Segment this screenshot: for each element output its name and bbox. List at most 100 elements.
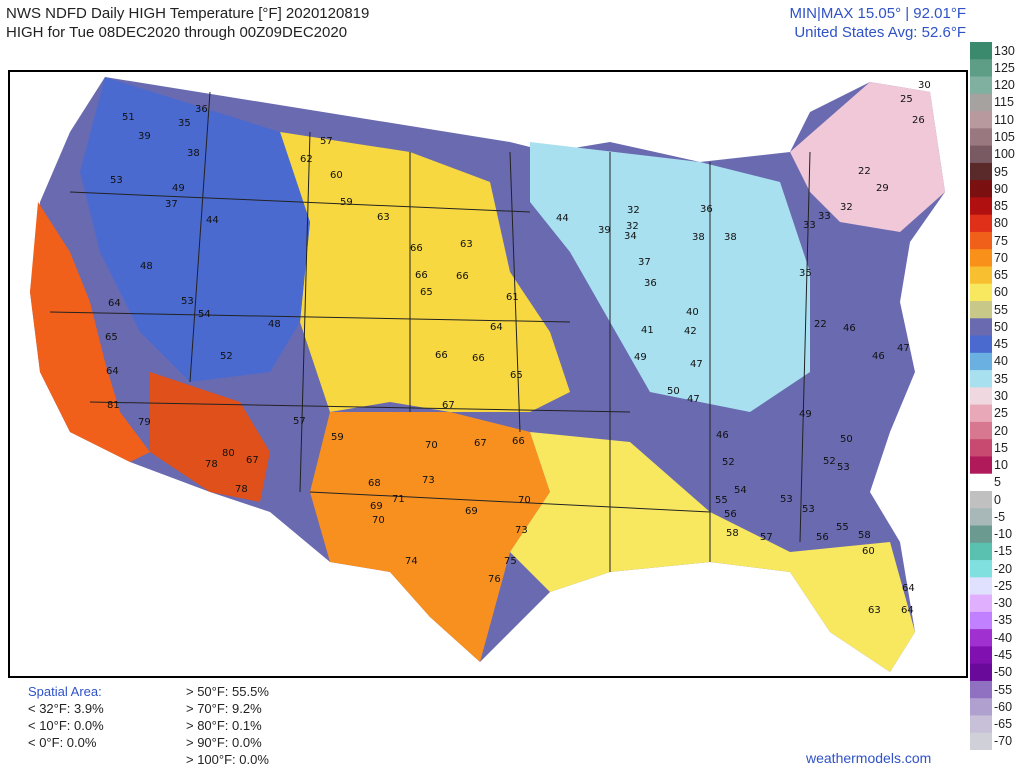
temp-label: 41 <box>641 325 654 336</box>
temp-label: 49 <box>799 409 812 420</box>
temp-label: 63 <box>868 605 881 616</box>
stat-above-70: > 70°F: 9.2% <box>186 701 262 716</box>
temp-label: 64 <box>106 366 119 377</box>
temp-label: 73 <box>422 475 435 486</box>
scale-tick-label: 115 <box>994 95 1014 110</box>
scale-swatch <box>970 439 992 457</box>
great-lakes-cool <box>530 142 810 412</box>
scale-tick-label: 55 <box>994 302 1008 317</box>
temp-label: 64 <box>108 298 121 309</box>
scale-swatch <box>970 128 992 147</box>
scale-swatch <box>970 352 992 371</box>
scale-tick-label: -25 <box>994 578 1013 593</box>
scale-swatch <box>970 629 992 647</box>
south-mild <box>510 432 915 672</box>
scale-tick-label: 15 <box>994 440 1008 455</box>
scale-swatch <box>970 508 992 527</box>
scale-tick-label: -65 <box>994 717 1013 732</box>
northeast-cold <box>790 82 945 232</box>
title-line-2: HIGH for Tue 08DEC2020 through 00Z09DEC2… <box>6 24 348 41</box>
temp-label: 32 <box>626 221 639 232</box>
scale-tick-label: 10 <box>994 458 1008 473</box>
temp-label: 50 <box>667 386 680 397</box>
scale-swatch <box>970 214 992 233</box>
scale-swatch <box>970 646 992 665</box>
temp-label: 46 <box>843 323 856 334</box>
temp-label: 32 <box>627 205 640 216</box>
scale-tick-label: 110 <box>994 112 1014 127</box>
temp-label: 36 <box>644 278 657 289</box>
temp-label: 68 <box>368 478 381 489</box>
temp-label: 53 <box>181 296 194 307</box>
temp-label: 50 <box>840 434 853 445</box>
temp-label: 52 <box>722 457 735 468</box>
temp-label: 69 <box>465 506 478 517</box>
temp-label: 22 <box>858 166 871 177</box>
scale-tick-label: 30 <box>994 389 1008 403</box>
temp-label: 34 <box>624 231 637 242</box>
temp-label: 64 <box>902 583 915 594</box>
scale-tick-label: 45 <box>994 337 1008 352</box>
scale-swatch <box>970 663 992 682</box>
scale-tick-label: 50 <box>994 319 1008 334</box>
scale-tick-label: 125 <box>994 60 1015 75</box>
scale-tick-label: -60 <box>994 699 1013 714</box>
temp-label: 33 <box>803 220 816 231</box>
scale-tick-label: 70 <box>994 250 1008 265</box>
scale-tick-label: 85 <box>994 199 1008 214</box>
scale-tick-label: 105 <box>994 129 1015 144</box>
temp-label: 39 <box>138 131 151 142</box>
scale-tick-label: -70 <box>994 734 1013 749</box>
scale-tick-label: 120 <box>994 78 1015 93</box>
scale-swatch <box>970 249 992 267</box>
scale-tick-label: 90 <box>994 181 1008 196</box>
scale-tick-label: 20 <box>994 423 1008 438</box>
temperature-labels: 36 51 35 39 38 53 49 37 44 48 53 54 48 52 57 62 60 59 63 66… <box>105 80 931 616</box>
temp-label: 39 <box>598 225 611 236</box>
temp-label: 57 <box>293 416 306 427</box>
scale-swatch <box>970 698 992 716</box>
temp-label: 53 <box>837 462 850 473</box>
temp-label: 70 <box>518 495 531 506</box>
color-scale-labels: 130 125 120 115 110 105 100 95 90 85 80 75 70 65 60 55 5… <box>994 42 1024 750</box>
temp-label: 60 <box>330 170 343 181</box>
temp-label: 76 <box>488 574 501 585</box>
temp-label: 46 <box>872 351 885 362</box>
stat-below-0: < 0°F: 0.0% <box>28 735 97 750</box>
scale-swatch <box>970 715 992 734</box>
scale-tick-label: -35 <box>994 613 1013 628</box>
temp-label: 64 <box>490 322 503 333</box>
scale-swatch <box>970 335 992 354</box>
temp-label: 66 <box>456 271 469 282</box>
temp-label: 63 <box>377 212 390 223</box>
scale-tick-label: -40 <box>994 630 1013 645</box>
temp-label: 30 <box>918 80 931 91</box>
scale-tick-label: 130 <box>994 43 1015 58</box>
scale-swatch <box>970 387 992 406</box>
scale-tick-label: 75 <box>994 233 1008 248</box>
scale-tick-label: -55 <box>994 682 1013 697</box>
temp-label: 64 <box>901 605 914 616</box>
temp-label: 80 <box>222 448 235 459</box>
temp-label: 53 <box>802 504 815 515</box>
credit-text[interactable]: weathermodels.com <box>806 750 932 766</box>
temp-label: 47 <box>687 394 700 405</box>
temp-label: 38 <box>187 148 200 159</box>
color-scale <box>970 42 992 750</box>
scale-tick-label: 60 <box>994 285 1008 300</box>
temp-label: 57 <box>760 532 773 543</box>
color-scale-bar <box>970 42 992 750</box>
scale-tick-label: -20 <box>994 561 1013 576</box>
scale-tick-label: 0 <box>994 492 1001 507</box>
temp-label: 38 <box>724 232 737 243</box>
temp-label: 65 <box>510 370 523 381</box>
temp-label: 36 <box>195 104 208 115</box>
map-canvas: 36 51 35 39 38 53 49 37 44 48 53 54 48 52 57 62 60 59 63 66… <box>10 72 966 676</box>
scale-tick-label: 95 <box>994 164 1008 179</box>
stat-above-100: > 100°F: 0.0% <box>186 752 269 767</box>
plains-mild <box>280 132 570 412</box>
scale-tick-label: 80 <box>994 216 1008 231</box>
temp-label: 56 <box>724 509 737 520</box>
temp-label: 38 <box>692 232 705 243</box>
texas-warm <box>310 412 550 662</box>
